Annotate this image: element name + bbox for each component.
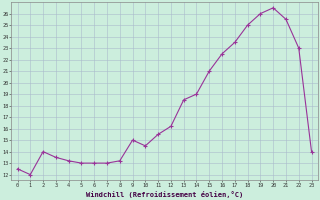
X-axis label: Windchill (Refroidissement éolien,°C): Windchill (Refroidissement éolien,°C) — [86, 191, 243, 198]
